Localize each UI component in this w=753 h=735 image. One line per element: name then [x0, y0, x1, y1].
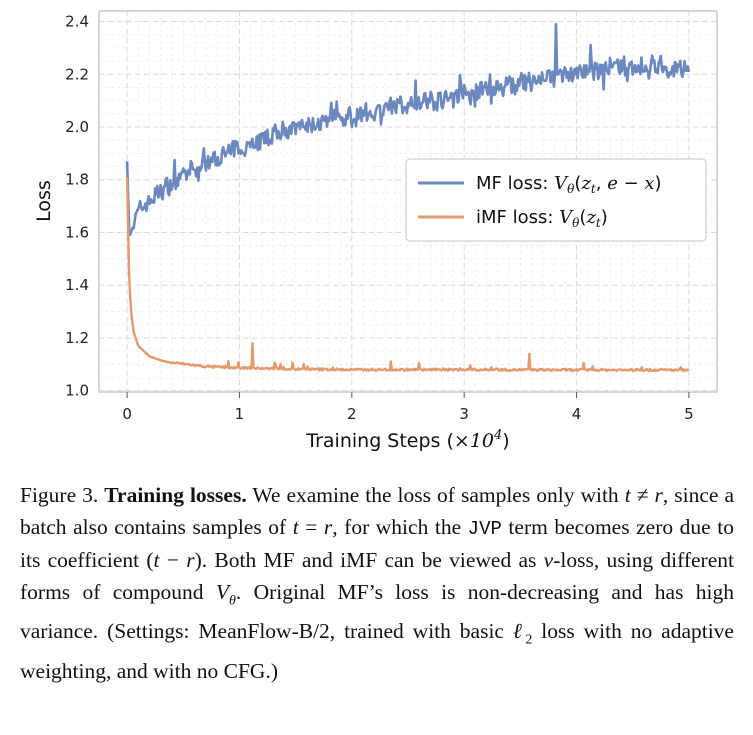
- y-tick-label: 1.0: [65, 382, 89, 400]
- x-tick-label: 2: [347, 405, 357, 423]
- x-tick-label: 5: [684, 405, 694, 423]
- imf-loss-line: [125, 177, 690, 373]
- figure-caption: Figure 3. Training losses. We examine th…: [20, 480, 734, 688]
- x-axis-ticks: 0 1 2 3 4 5: [122, 392, 694, 423]
- legend-mf-label: MF loss: Vθ(zt, e − x): [476, 173, 662, 196]
- x-tick-label: 4: [572, 405, 582, 423]
- legend: MF loss: Vθ(zt, e − x) iMF loss: Vθ(zt): [405, 158, 707, 242]
- x-tick-label: 3: [459, 405, 469, 423]
- legend-imf-label: iMF loss: Vθ(zt): [476, 207, 608, 230]
- y-tick-label: 1.4: [65, 276, 89, 294]
- y-tick-label: 1.6: [65, 223, 89, 241]
- y-axis-ticks: 1.0 1.2 1.4 1.6 1.8 2.0 2.2 2.4: [65, 13, 89, 400]
- y-tick-label: 1.8: [65, 171, 89, 189]
- mf-loss-line: [125, 22, 691, 237]
- caption-body: We examine the loss of samples only with…: [20, 483, 735, 684]
- y-tick-label: 2.0: [65, 118, 89, 136]
- y-tick-label: 2.4: [65, 13, 89, 31]
- loss-chart: 1.0 1.2 1.4 1.6 1.8 2.0 2.2 2.4 0 1 2 3 4 5 Loss Tra…: [33, 10, 718, 452]
- x-tick-label: 1: [235, 405, 245, 423]
- caption-title: Training losses.: [104, 483, 247, 507]
- x-axis-label: Training Steps (×104): [305, 428, 509, 452]
- y-tick-label: 2.2: [65, 65, 89, 83]
- legend-box: [405, 158, 707, 242]
- y-axis-label: Loss: [33, 180, 55, 222]
- y-tick-label: 1.2: [65, 329, 89, 347]
- series-layer: [125, 22, 691, 373]
- x-tick-label: 0: [122, 405, 132, 423]
- caption-prefix: Figure 3.: [20, 483, 99, 507]
- chart-svg: 1.0 1.2 1.4 1.6 1.8 2.0 2.2 2.4 0 1 2 3 4 5 Loss Tra…: [33, 10, 718, 452]
